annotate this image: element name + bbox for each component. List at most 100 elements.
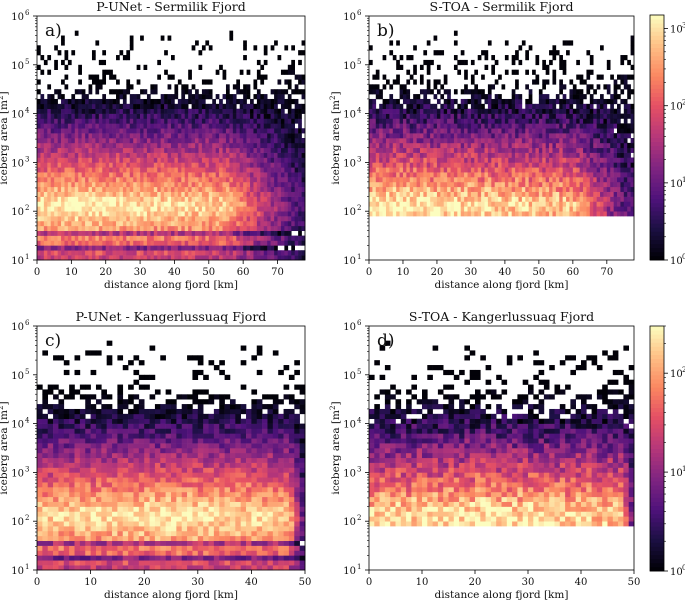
heatmap-cell xyxy=(143,162,148,168)
heatmap-cell xyxy=(263,240,268,246)
heatmap-cell xyxy=(188,162,192,168)
heatmap-cell xyxy=(606,186,611,192)
heatmap-cell xyxy=(593,138,597,144)
heatmap-cell xyxy=(280,147,285,153)
heatmap-cell xyxy=(167,98,172,105)
heatmap-cell xyxy=(280,172,285,178)
heatmap-cell xyxy=(613,201,618,207)
heatmap-cell xyxy=(136,138,141,144)
heatmap-cell xyxy=(160,201,165,207)
heatmap-cell xyxy=(102,201,107,207)
heatmap-cell xyxy=(181,255,186,261)
heatmap-cell xyxy=(498,118,502,124)
heatmap-cell xyxy=(260,186,265,192)
heatmap-cell xyxy=(375,113,380,119)
heatmap-cell xyxy=(105,206,110,212)
heatmap-cell xyxy=(294,162,299,168)
heatmap-cell xyxy=(498,167,502,173)
heatmap-cell xyxy=(64,152,69,158)
heatmap-cell xyxy=(392,55,397,61)
heatmap-cell xyxy=(298,89,302,95)
heatmap-cell xyxy=(153,89,158,95)
heatmap-cell xyxy=(566,147,570,153)
heatmap-cell xyxy=(215,172,220,178)
heatmap-cell xyxy=(243,128,247,134)
heatmap-cell xyxy=(95,177,100,183)
heatmap-cell xyxy=(525,103,529,110)
heatmap-cell xyxy=(487,181,492,188)
heatmap-cell xyxy=(61,191,65,197)
heatmap-cell xyxy=(208,177,213,183)
heatmap-cell xyxy=(43,235,48,241)
heatmap-cell xyxy=(382,206,387,212)
heatmap-cell xyxy=(470,181,475,188)
heatmap-cell xyxy=(143,147,148,153)
heatmap-cell xyxy=(54,201,58,207)
heatmap-cell xyxy=(95,162,100,168)
heatmap-cell xyxy=(267,225,271,232)
heatmap-cell xyxy=(243,45,247,51)
heatmap-cell xyxy=(274,211,278,217)
heatmap-cell xyxy=(78,230,82,236)
heatmap-cell xyxy=(74,181,79,188)
heatmap-cell xyxy=(474,128,479,134)
heatmap-cell xyxy=(43,196,48,202)
heatmap-cell xyxy=(71,230,76,236)
heatmap-cell xyxy=(447,152,451,158)
heatmap-cell xyxy=(270,133,275,139)
heatmap-cell xyxy=(253,220,258,227)
heatmap-cell xyxy=(98,216,103,222)
heatmap-cell xyxy=(232,211,237,217)
heatmap-cell xyxy=(426,118,431,124)
heatmap-cell xyxy=(188,225,192,232)
heatmap-cell xyxy=(484,167,489,173)
heatmap-cell xyxy=(464,69,468,75)
heatmap-cell xyxy=(219,177,223,183)
heatmap-cell xyxy=(153,235,158,241)
heatmap-cell xyxy=(545,133,550,139)
heatmap-cell xyxy=(467,147,472,153)
heatmap-cell xyxy=(188,216,192,222)
heatmap-cell xyxy=(160,181,165,188)
heatmap-cell xyxy=(243,147,247,153)
heatmap-cell xyxy=(284,162,289,168)
heatmap-cell xyxy=(294,108,299,114)
heatmap-cell xyxy=(243,245,247,251)
heatmap-cell xyxy=(122,216,127,222)
heatmap-cell xyxy=(201,220,206,227)
heatmap-cell xyxy=(389,181,394,188)
heatmap-cell xyxy=(95,216,100,222)
heatmap-cell xyxy=(74,89,79,95)
heatmap-cell xyxy=(229,191,234,197)
heatmap-cell xyxy=(85,240,89,246)
heatmap-cell xyxy=(525,98,529,105)
heatmap-cell xyxy=(177,255,182,261)
heatmap-cell xyxy=(250,211,254,217)
heatmap-cell xyxy=(379,108,383,114)
heatmap-cell xyxy=(85,191,89,197)
heatmap-cell xyxy=(133,201,137,207)
heatmap-cell xyxy=(222,201,227,207)
heatmap-cell xyxy=(457,181,462,188)
heatmap-cell xyxy=(40,157,45,163)
heatmap-cell xyxy=(375,84,380,90)
heatmap-cell xyxy=(150,250,155,256)
heatmap-cell xyxy=(399,84,404,90)
heatmap-cell xyxy=(171,167,175,173)
heatmap-cell xyxy=(143,167,148,173)
heatmap-cell xyxy=(416,152,421,158)
heatmap-cell xyxy=(504,196,509,202)
heatmap-cell xyxy=(433,128,438,134)
heatmap-cell xyxy=(212,225,216,232)
heatmap-cell xyxy=(126,230,131,236)
heatmap-cell xyxy=(545,201,550,207)
heatmap-cell xyxy=(267,230,271,236)
heatmap-cell xyxy=(98,162,103,168)
heatmap-cell xyxy=(586,74,591,80)
heatmap-cell xyxy=(112,89,117,95)
heatmap-cell xyxy=(515,201,519,207)
heatmap-cell xyxy=(572,167,577,173)
heatmap-cell xyxy=(64,84,69,90)
heatmap-cell xyxy=(150,103,155,110)
heatmap-cell xyxy=(201,162,206,168)
